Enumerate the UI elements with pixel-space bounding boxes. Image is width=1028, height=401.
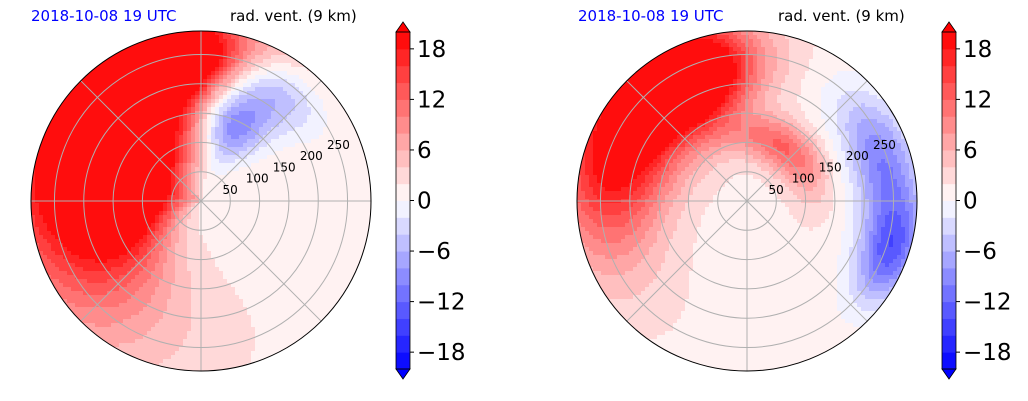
panel-2-grid xyxy=(577,31,917,371)
panel-2-colorbar-tick-label-2: 6 xyxy=(963,138,978,164)
panel-1-colorbar-extend-max xyxy=(395,21,411,33)
panel-1-colorbar-tick-label-4: −6 xyxy=(417,239,451,265)
panel-1-time-title: 2018-10-08 19 UTC xyxy=(31,7,177,25)
panel-1-colorbar-tick-label-0: 18 xyxy=(417,37,446,63)
panel-2-time-title: 2018-10-08 19 UTC xyxy=(578,7,724,25)
panel-1-colorbar-tick-label-1: 12 xyxy=(417,87,446,113)
panel-1-field xyxy=(31,31,371,371)
panel-1-radial-tick-label-0: 50 xyxy=(222,183,237,197)
panel-1-radial-tick-label-4: 250 xyxy=(327,138,350,152)
panel-2-colorbar-tick-label-6: −18 xyxy=(963,340,1012,366)
panel-1-colorbar-tick-label-3: 0 xyxy=(417,189,432,215)
panel-1-colorbar: 18 12 6 0 −6 −12 −18 xyxy=(395,21,466,380)
panel-1-angular-gridline-7 xyxy=(200,200,322,322)
panel-1-angular-gridline-3 xyxy=(80,80,202,202)
panel-1-colorbar-extend-min xyxy=(395,368,411,380)
panel-2-colorbar-extend-min xyxy=(941,368,957,380)
panel-1-variable-title: rad. vent. (9 km) xyxy=(230,7,357,25)
panel-1-plot: 50 100 150 200 250 xyxy=(30,30,372,372)
panel-2-colorbar-tick-label-0: 18 xyxy=(963,37,992,63)
panel-2-plot: 50 100 150 200 250 xyxy=(576,30,918,372)
panel-2-radial-tick-label-1: 100 xyxy=(792,172,815,186)
panel-2-colorbar-extend-max xyxy=(941,21,957,33)
panel-2-radial-tick-label-2: 150 xyxy=(819,160,842,174)
panel-2-colorbar: 18 12 6 0 −6 −12 −18 xyxy=(941,21,1012,380)
panel-2-angular-gridline-3 xyxy=(626,80,748,202)
panel-1-grid xyxy=(31,31,371,371)
panel-2-angular-gridline-5 xyxy=(626,200,748,322)
panel-2-frame xyxy=(576,30,918,372)
panel-1-colorbar-tick-label-2: 6 xyxy=(417,138,432,164)
panel-1-radial-tick-label-3: 200 xyxy=(300,149,323,163)
panel-1-angular-gridline-1 xyxy=(200,80,322,202)
panel-1-radial-tick-label-2: 150 xyxy=(273,160,296,174)
panel-2-colorbar-tick-label-4: −6 xyxy=(963,239,997,265)
panel-2-angular-gridline-1 xyxy=(746,80,868,202)
panel-1-radial-tick-label-1: 100 xyxy=(246,172,269,186)
panel-2-radial-tick-label-3: 200 xyxy=(846,149,869,163)
panel-1-colorbar-tick-label-6: −18 xyxy=(417,340,466,366)
panel-2-variable-title: rad. vent. (9 km) xyxy=(778,7,905,25)
panel-2-radial-tick-label-4: 250 xyxy=(873,138,896,152)
panel-1-angular-gridline-5 xyxy=(80,200,202,322)
panel-1-colorbar-tick-label-5: −12 xyxy=(417,290,466,316)
panel-2-angular-gridline-7 xyxy=(746,200,868,322)
panel-2-colorbar-tick-label-3: 0 xyxy=(963,189,978,215)
panel-2-radial-tick-label-0: 50 xyxy=(768,183,783,197)
panel-1-frame xyxy=(30,30,372,372)
panel-2-colorbar-tick-label-1: 12 xyxy=(963,87,992,113)
panel-2-colorbar-tick-label-5: −12 xyxy=(963,290,1012,316)
